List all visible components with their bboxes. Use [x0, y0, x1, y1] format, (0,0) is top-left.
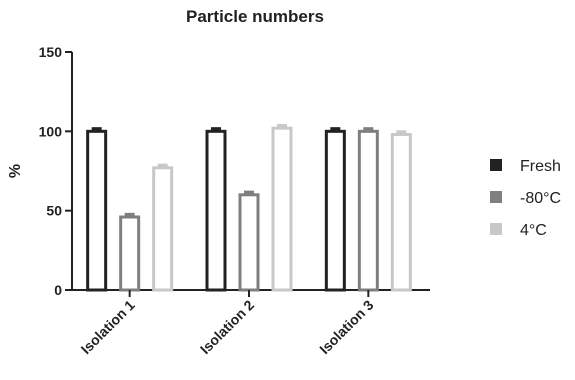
error-bar-cap	[124, 212, 135, 218]
y-tick-label: 150	[39, 44, 63, 60]
legend-label: -80°C	[520, 190, 561, 207]
bar	[205, 129, 227, 292]
bar	[390, 133, 412, 292]
bar	[152, 166, 174, 292]
x-tick-label: Isolation 3	[316, 297, 376, 357]
chart-title: Particle numbers	[186, 7, 324, 26]
error-bar-cap	[277, 123, 287, 129]
y-tick-label: 0	[54, 282, 62, 298]
x-tick-labels: Isolation 1 Isolation 2 Isolation 3	[78, 290, 377, 357]
error-bar-cap	[157, 163, 168, 169]
legend-label: Fresh	[520, 158, 561, 175]
y-tick-label: 50	[46, 203, 62, 219]
legend-swatch	[490, 223, 502, 235]
y-tick-label: 100	[39, 123, 63, 139]
x-tick-label: Isolation 2	[197, 297, 257, 357]
bar	[271, 126, 293, 292]
error-bar-cap	[244, 190, 254, 196]
error-bar-cap	[211, 127, 221, 133]
y-ticks: 0 50 100 150	[39, 44, 72, 298]
error-bar-cap	[396, 130, 407, 136]
legend-label: 4°C	[520, 222, 547, 239]
y-axis-label: %	[7, 164, 24, 178]
legend-swatch	[490, 191, 502, 203]
bar	[238, 193, 260, 292]
legend: Fresh -80°C 4°C	[490, 158, 561, 239]
error-bar-cap	[363, 127, 374, 133]
bar	[357, 129, 379, 292]
bar	[86, 129, 108, 292]
error-bar-cap	[91, 127, 102, 133]
legend-swatch	[490, 159, 502, 171]
bar	[119, 215, 141, 292]
bars	[86, 123, 412, 292]
error-bar-cap	[330, 127, 341, 133]
x-tick-label: Isolation 1	[78, 297, 138, 357]
bar	[324, 129, 346, 292]
